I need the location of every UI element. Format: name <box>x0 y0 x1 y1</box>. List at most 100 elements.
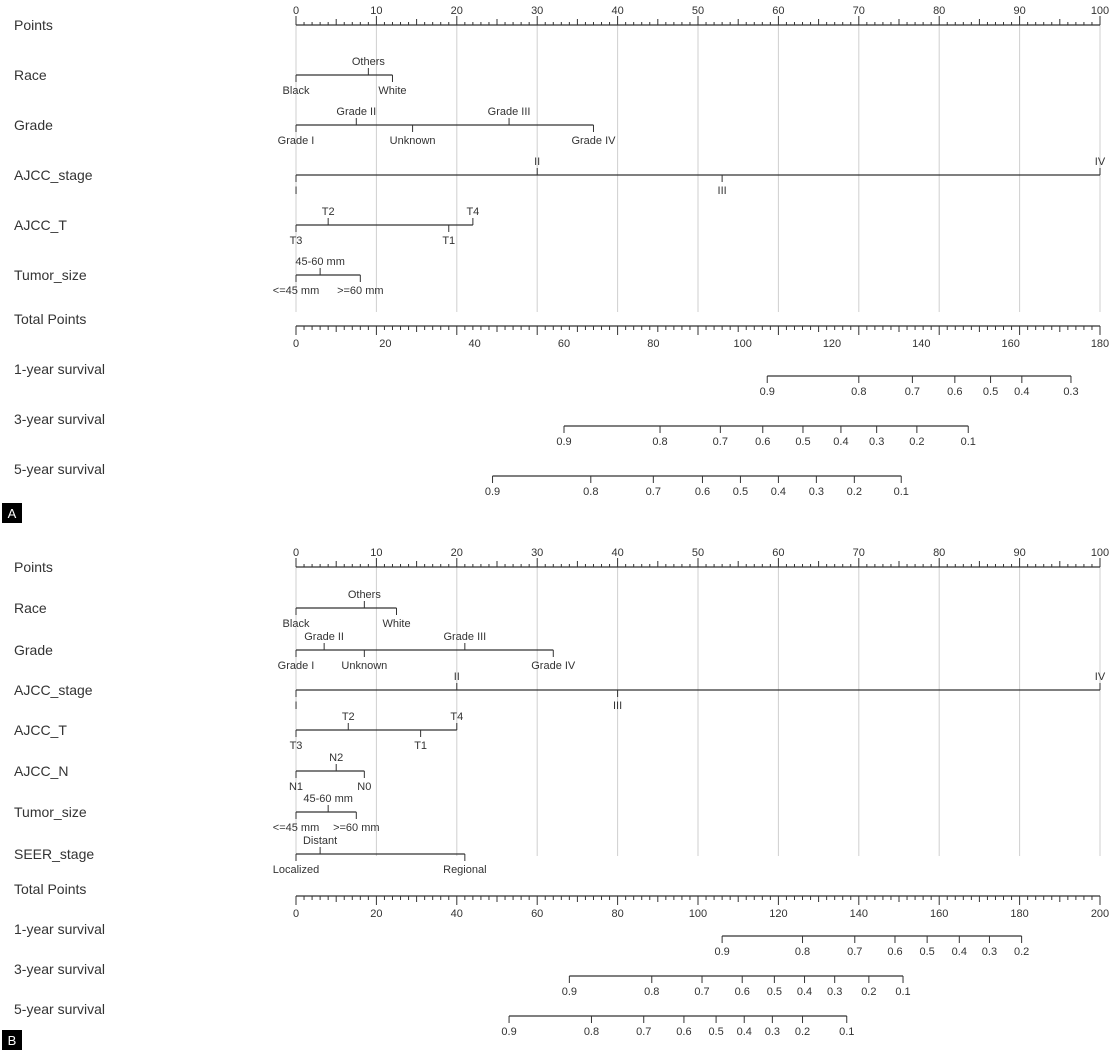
survival-tick-label: 0.4 <box>737 1026 752 1038</box>
variable-name: AJCC_N <box>14 763 68 779</box>
survival-axis-3: 5-year survival 0.9 0.8 0.7 0.6 0.5 0.4 0.3 0.2 0… <box>14 1001 854 1038</box>
panel-letter: B <box>8 1033 17 1048</box>
survival-tick-label: 0.8 <box>583 486 598 498</box>
level-label: I <box>294 700 297 712</box>
survival-tick-label: 0.1 <box>961 436 976 448</box>
points-tick-label: 100 <box>1091 5 1109 17</box>
survival-tick-label: 0.5 <box>708 1026 723 1038</box>
variable-grade: Grade Grade I Grade II Unknown Grade III Grad… <box>14 631 576 672</box>
survival-tick-label: 0.8 <box>644 986 659 998</box>
total-points-tick-label: 140 <box>850 908 868 920</box>
variable-name: Grade <box>14 642 53 658</box>
points-tick-label: 0 <box>293 547 299 559</box>
survival-tick-label: 0.4 <box>952 946 967 958</box>
survival-tick-label: 0.2 <box>909 436 924 448</box>
survival-tick-label: 0.2 <box>795 1026 810 1038</box>
survival-tick-label: 0.1 <box>895 986 910 998</box>
total-points-tick-label: 180 <box>1010 908 1028 920</box>
points-axis-label: Points <box>14 559 53 575</box>
survival-tick-label: 0.6 <box>755 436 770 448</box>
total-points-tick-label: 0 <box>293 338 299 350</box>
total-points-tick-label: 60 <box>531 908 543 920</box>
total-points-label: Total Points <box>14 881 86 897</box>
level-label: T2 <box>322 206 335 218</box>
level-label: IV <box>1095 156 1106 168</box>
survival-axis-name: 5-year survival <box>14 461 105 477</box>
total-points-axis: Total Points 0 20 40 60 80 100 120 140 160 180 200 <box>14 881 1109 920</box>
survival-tick-label: 0.5 <box>919 946 934 958</box>
survival-tick-label: 0.2 <box>1014 946 1029 958</box>
points-tick-label: 40 <box>611 547 623 559</box>
level-label: <=45 mm <box>273 285 319 297</box>
variable-name: Race <box>14 600 47 616</box>
total-points-tick-label: 100 <box>689 908 707 920</box>
variable-ajcc-t: AJCC_T T3 T2 T1 T4 <box>14 206 479 247</box>
survival-tick-label: 0.3 <box>765 1026 780 1038</box>
variable-grade: Grade Grade I Grade II Unknown Grade III Grad… <box>14 106 616 147</box>
level-label: Black <box>283 618 310 630</box>
level-label: Black <box>283 85 310 97</box>
points-axis: Points 0 10 20 30 40 50 60 70 80 90 100 <box>14 547 1109 575</box>
survival-tick-label: 0.7 <box>847 946 862 958</box>
survival-tick-label: 0.4 <box>1014 386 1029 398</box>
variable-name: Tumor_size <box>14 804 87 820</box>
points-tick-label: 100 <box>1091 547 1109 559</box>
points-tick-label: 80 <box>933 5 945 17</box>
survival-axis-1: 1-year survival 0.9 0.8 0.7 0.6 0.5 0.4 0.3 <box>14 361 1079 398</box>
panel-letter: A <box>8 506 17 521</box>
total-points-tick-label: 0 <box>293 908 299 920</box>
points-tick-label: 30 <box>531 5 543 17</box>
points-tick-label: 10 <box>370 5 382 17</box>
survival-tick-label: 0.3 <box>827 986 842 998</box>
level-label: Grade IV <box>531 660 576 672</box>
level-label: Grade III <box>488 106 531 118</box>
level-label: N0 <box>357 781 371 793</box>
variable-race: Race Black Others White <box>14 56 407 97</box>
level-label: >=60 mm <box>333 822 379 834</box>
variable-name: Grade <box>14 117 53 133</box>
total-points-tick-label: 140 <box>912 338 930 350</box>
level-label: I <box>294 185 297 197</box>
level-label: N2 <box>329 752 343 764</box>
total-points-tick-label: 20 <box>379 338 391 350</box>
variable-tumor-size: Tumor_size <=45 mm 45-60 mm >=60 mm <box>14 256 384 297</box>
survival-tick-label: 0.6 <box>887 946 902 958</box>
level-label: T1 <box>442 235 455 247</box>
survival-axis-1: 1-year survival 0.9 0.8 0.7 0.6 0.5 0.4 0.3 0.2 <box>14 921 1029 958</box>
total-points-tick-label: 120 <box>769 908 787 920</box>
total-points-tick-label: 40 <box>469 338 481 350</box>
survival-tick-label: 0.7 <box>713 436 728 448</box>
variable-ajcc-t: AJCC_T T3 T2 T1 T4 <box>14 711 463 752</box>
panel-letter-box <box>2 1030 22 1050</box>
survival-axis-name: 3-year survival <box>14 411 105 427</box>
variable-name: Race <box>14 67 47 83</box>
variable-tumor-size: Tumor_size <=45 mm 45-60 mm >=60 mm <box>14 793 380 834</box>
survival-axis-name: 1-year survival <box>14 361 105 377</box>
variable-name: AJCC_T <box>14 722 67 738</box>
level-label: Regional <box>443 864 486 876</box>
survival-tick-label: 0.5 <box>983 386 998 398</box>
level-label: Grade III <box>443 631 486 643</box>
total-points-tick-label: 80 <box>647 338 659 350</box>
level-label: III <box>613 700 622 712</box>
level-label: T4 <box>450 711 463 723</box>
survival-tick-label: 0.3 <box>1063 386 1078 398</box>
survival-tick-label: 0.7 <box>694 986 709 998</box>
level-label: II <box>534 156 540 168</box>
survival-tick-label: 0.4 <box>833 436 848 448</box>
level-label: II <box>454 671 460 683</box>
total-points-tick-label: 80 <box>611 908 623 920</box>
level-label: 45-60 mm <box>295 256 345 268</box>
level-label: Grade II <box>304 631 344 643</box>
level-label: Localized <box>273 864 319 876</box>
points-tick-label: 20 <box>451 547 463 559</box>
survival-tick-label: 0.9 <box>556 436 571 448</box>
survival-axis-name: 1-year survival <box>14 921 105 937</box>
level-label: >=60 mm <box>337 285 383 297</box>
survival-axis-name: 3-year survival <box>14 961 105 977</box>
survival-tick-label: 0.3 <box>982 946 997 958</box>
points-tick-label: 50 <box>692 5 704 17</box>
survival-axis-3: 5-year survival 0.9 0.8 0.7 0.6 0.5 0.4 0.3 0.2 0… <box>14 461 909 498</box>
